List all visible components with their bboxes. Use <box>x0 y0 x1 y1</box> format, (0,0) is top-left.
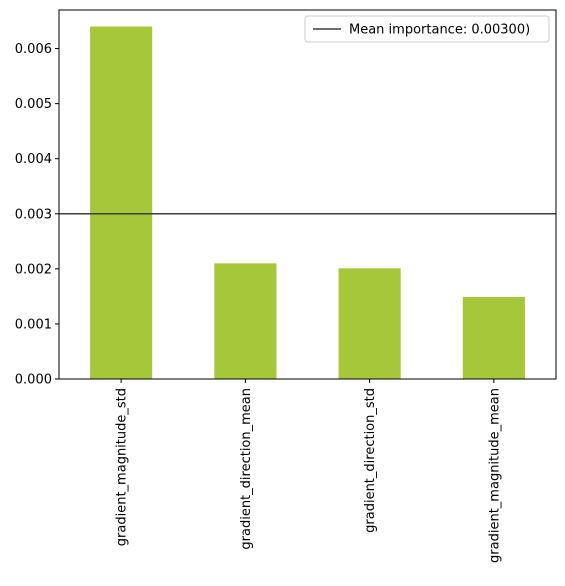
y-tick-label: 0.001 <box>15 317 52 332</box>
y-tick-label: 0.004 <box>15 152 52 167</box>
x-tick-label: gradient_direction_mean <box>239 388 254 550</box>
y-tick-label: 0.002 <box>15 262 52 277</box>
bar-gradient_direction_std <box>338 268 401 379</box>
legend-box <box>304 15 550 43</box>
x-axis: gradient_magnitude_std gradient_direction… <box>115 379 502 563</box>
legend-label: Mean importance: 0.00300) <box>349 23 530 38</box>
bar-gradient_direction_mean <box>214 263 277 379</box>
y-tick-label: 0.003 <box>15 207 52 222</box>
y-tick-label: 0.006 <box>15 42 52 57</box>
x-tick-label: gradient_magnitude_std <box>115 388 130 546</box>
bar-gradient_magnitude_std <box>90 26 153 379</box>
legend: Mean importance: 0.00300) <box>304 15 550 43</box>
bar-gradient_magnitude_mean <box>462 296 525 379</box>
y-tick-label: 0.005 <box>15 97 52 112</box>
x-tick-label: gradient_magnitude_mean <box>487 388 502 563</box>
y-axis: 0.000 0.001 0.002 0.003 0.004 0.005 0.006 <box>15 42 59 388</box>
y-tick-label: 0.000 <box>15 373 52 388</box>
bars-group <box>90 26 525 379</box>
plot-frame <box>58 9 557 380</box>
x-tick-label: gradient_direction_std <box>363 388 378 533</box>
